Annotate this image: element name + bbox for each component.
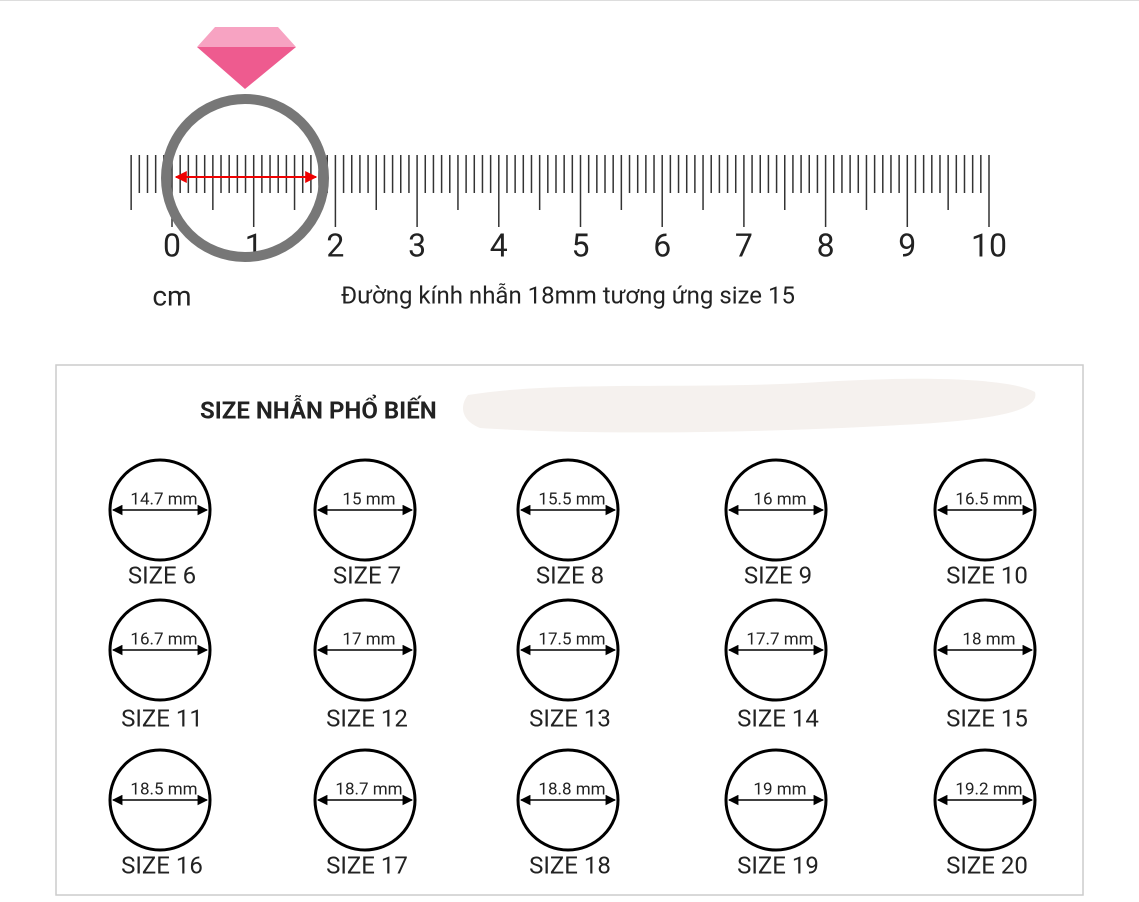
- ruler-label: 7: [735, 226, 753, 264]
- ring-circle: [108, 598, 212, 702]
- ring-size: SIZE 17: [326, 851, 408, 879]
- ring-size: SIZE 20: [946, 851, 1028, 879]
- ring-circle: [724, 458, 828, 562]
- ring-circle: [724, 598, 828, 702]
- ring-diameter: 15.5 mm: [538, 489, 605, 509]
- ring-circle: [313, 748, 417, 852]
- ruler-label: 10: [971, 226, 1007, 264]
- ring-size: SIZE 8: [536, 561, 604, 589]
- ruler: 0 1 2 3 4 5 6 7 8 9 10: [130, 155, 1007, 264]
- ring-diameter: 18.5 mm: [130, 779, 197, 799]
- ring-diameter: 17.5 mm: [538, 629, 605, 649]
- ring-circle: [313, 458, 417, 562]
- ring-circle: [724, 748, 828, 852]
- ring-size: SIZE 12: [326, 704, 408, 732]
- size-table: [55, 364, 1084, 896]
- ruler-label: 6: [653, 226, 671, 264]
- ring-size: SIZE 9: [744, 561, 812, 589]
- ring-diameter: 17 mm: [342, 629, 395, 649]
- ring-diameter: 19 mm: [753, 779, 806, 799]
- ring-size: SIZE 6: [128, 561, 196, 589]
- ring-size: SIZE 18: [529, 851, 611, 879]
- ring-diameter: 18 mm: [962, 629, 1015, 649]
- ring-size: SIZE 11: [121, 704, 203, 732]
- ring-size: SIZE 15: [946, 704, 1028, 732]
- ring-circle: [108, 458, 212, 562]
- size-grid: 14.7 mm SIZE 6 15 mm SIZE 7 15.5 mm SIZE 8 16 …: [108, 458, 1037, 879]
- unit-label: cm: [152, 279, 191, 312]
- ruler-label: 9: [898, 226, 916, 264]
- ruler-label: 3: [408, 226, 426, 264]
- ruler-label: 4: [490, 226, 508, 264]
- table-title: SIZE NHẪN PHỔ BIẾN: [200, 394, 437, 424]
- ring-diameter: 17.7 mm: [746, 629, 813, 649]
- ring-circle: [516, 458, 620, 562]
- ring-circle: [516, 748, 620, 852]
- ring-circle: [933, 748, 1037, 852]
- ring-circle: [108, 748, 212, 852]
- ring: [161, 94, 329, 262]
- ruler-label: 2: [326, 226, 344, 264]
- ring-size: SIZE 14: [737, 704, 819, 732]
- ring-circle: [933, 458, 1037, 562]
- ruler-label: 0: [163, 226, 181, 264]
- ruler-label: 5: [572, 226, 590, 264]
- ring-diameter: 16 mm: [753, 489, 806, 509]
- ruler-label: 8: [817, 226, 835, 264]
- ring-diameter: 15 mm: [342, 489, 395, 509]
- ring-size: SIZE 16: [121, 851, 203, 879]
- gem-top: [197, 27, 296, 47]
- ring-size: SIZE 19: [737, 851, 819, 879]
- smudge: [463, 378, 1036, 433]
- ring-diameter: 18.8 mm: [538, 779, 605, 799]
- ring-size: SIZE 10: [946, 561, 1028, 589]
- ring-circle: [516, 598, 620, 702]
- ring-diameter: 18.7 mm: [335, 779, 402, 799]
- ring-size: SIZE 7: [333, 561, 401, 589]
- ring-diameter: 19.2 mm: [955, 779, 1022, 799]
- ring-diameter: 16.7 mm: [130, 629, 197, 649]
- ring-circle: [933, 598, 1037, 702]
- gem-bottom: [197, 47, 296, 89]
- ring-circle: [313, 598, 417, 702]
- caption: Đường kính nhẫn 18mm tương ứng size 15: [341, 281, 795, 309]
- ring-diameter: 14.7 mm: [130, 489, 197, 509]
- ring-size: SIZE 13: [529, 704, 611, 732]
- ring-diameter: 16.5 mm: [955, 489, 1022, 509]
